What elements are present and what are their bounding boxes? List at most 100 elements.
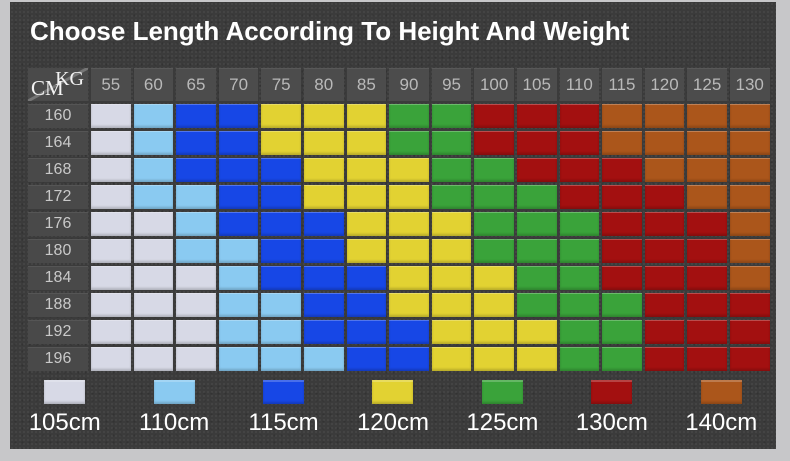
size-cell xyxy=(516,131,557,155)
size-cell xyxy=(687,239,727,263)
corner-cell: KG CM xyxy=(28,68,88,101)
legend-swatch xyxy=(372,380,414,404)
row-header-cm: 164 xyxy=(28,131,88,155)
size-cell xyxy=(346,158,387,182)
size-cell xyxy=(389,185,429,209)
legend-item: 130cm xyxy=(557,380,666,437)
size-cell xyxy=(431,131,472,155)
size-cell xyxy=(133,239,174,263)
size-cell xyxy=(303,347,344,371)
size-cell xyxy=(133,131,174,155)
legend-label: 115cm xyxy=(248,409,319,436)
size-cell xyxy=(644,158,685,182)
size-cell xyxy=(729,212,770,236)
size-cell xyxy=(176,158,216,182)
legend-swatch xyxy=(44,380,86,404)
size-cell xyxy=(346,212,387,236)
size-cell xyxy=(91,158,131,182)
column-header-kg: 105 xyxy=(516,68,557,101)
size-cell xyxy=(91,104,131,128)
legend-label: 140cm xyxy=(685,409,758,436)
legend-label: 110cm xyxy=(139,409,210,436)
row-header-cm: 196 xyxy=(28,347,88,371)
legend-label: 125cm xyxy=(466,409,539,436)
size-cell xyxy=(559,293,600,317)
size-cell xyxy=(474,266,514,290)
size-cell xyxy=(261,185,301,209)
size-cell xyxy=(559,185,600,209)
size-cell xyxy=(687,131,727,155)
size-cell xyxy=(602,212,642,236)
size-cell xyxy=(218,131,259,155)
size-cell xyxy=(346,347,387,371)
size-cell xyxy=(602,239,642,263)
size-cell xyxy=(559,320,600,344)
size-cell xyxy=(644,131,685,155)
column-header-kg: 75 xyxy=(261,68,301,101)
size-cell xyxy=(346,266,387,290)
size-cell xyxy=(516,212,557,236)
size-cell xyxy=(729,239,770,263)
size-cell xyxy=(602,131,642,155)
size-cell xyxy=(431,266,472,290)
size-cell xyxy=(559,131,600,155)
size-cell xyxy=(729,293,770,317)
size-cell xyxy=(261,212,301,236)
size-cell xyxy=(687,104,727,128)
row-header-cm: 172 xyxy=(28,185,88,209)
size-cell xyxy=(218,266,259,290)
column-header-kg: 115 xyxy=(602,68,642,101)
size-cell xyxy=(218,239,259,263)
legend-item: 110cm xyxy=(119,380,228,437)
size-cell xyxy=(559,158,600,182)
size-cell xyxy=(389,293,429,317)
size-cell xyxy=(516,239,557,263)
size-cell xyxy=(261,266,301,290)
size-cell xyxy=(389,320,429,344)
size-cell xyxy=(133,266,174,290)
size-cell xyxy=(176,320,216,344)
size-cell xyxy=(644,212,685,236)
size-cell xyxy=(474,212,514,236)
size-cell xyxy=(729,320,770,344)
size-cell xyxy=(474,320,514,344)
row-header-cm: 160 xyxy=(28,104,88,128)
size-cell xyxy=(644,347,685,371)
size-cell xyxy=(559,266,600,290)
column-header-kg: 70 xyxy=(218,68,259,101)
column-header-kg: 95 xyxy=(431,68,472,101)
size-cell xyxy=(261,293,301,317)
size-legend: 105cm 110cm 115cm 120cm 125cm 130cm 140cm xyxy=(10,380,776,437)
size-cell xyxy=(346,293,387,317)
size-cell xyxy=(474,131,514,155)
column-header-kg: 65 xyxy=(176,68,216,101)
size-cell xyxy=(218,185,259,209)
kg-axis-label: KG xyxy=(55,68,84,90)
size-cell xyxy=(474,293,514,317)
size-cell xyxy=(303,185,344,209)
legend-item: 105cm xyxy=(10,380,119,437)
legend-label: 120cm xyxy=(356,409,429,436)
size-cell xyxy=(431,293,472,317)
size-cell xyxy=(261,347,301,371)
row-header-cm: 168 xyxy=(28,158,88,182)
size-cell xyxy=(133,320,174,344)
size-cell xyxy=(729,104,770,128)
size-cell xyxy=(261,320,301,344)
size-cell xyxy=(474,347,514,371)
size-cell xyxy=(516,104,557,128)
size-cell xyxy=(389,104,429,128)
size-cell xyxy=(133,293,174,317)
size-cell xyxy=(644,185,685,209)
size-cell xyxy=(431,320,472,344)
size-cell xyxy=(261,131,301,155)
size-cell xyxy=(91,239,131,263)
size-cell xyxy=(474,104,514,128)
size-cell xyxy=(218,158,259,182)
size-cell xyxy=(602,185,642,209)
size-cell xyxy=(303,158,344,182)
size-cell xyxy=(91,320,131,344)
legend-item: 115cm xyxy=(229,380,338,437)
size-cell xyxy=(303,212,344,236)
size-cell xyxy=(644,293,685,317)
